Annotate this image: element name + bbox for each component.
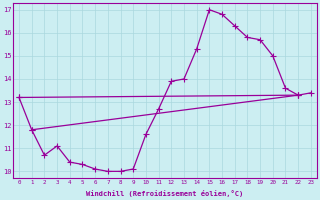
- X-axis label: Windchill (Refroidissement éolien,°C): Windchill (Refroidissement éolien,°C): [86, 190, 244, 197]
